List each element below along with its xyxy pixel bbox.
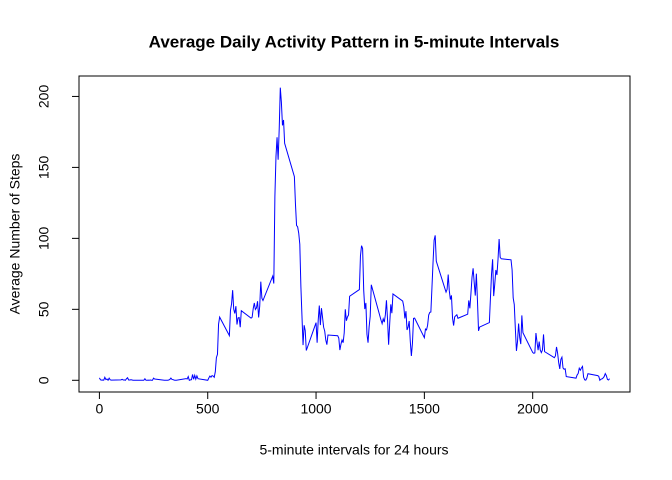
x-axis-label: 5-minute intervals for 24 hours	[259, 442, 448, 458]
x-tick-label: 1000	[300, 401, 331, 417]
x-tick-label: 1500	[409, 401, 440, 417]
x-tick-label: 0	[96, 401, 104, 417]
x-tick-label: 2000	[517, 401, 548, 417]
y-tick-label: 150	[36, 156, 52, 180]
y-tick-label: 100	[36, 226, 52, 250]
y-tick-label: 200	[36, 85, 52, 109]
data-line	[98, 87, 610, 382]
plot-box	[78, 75, 631, 393]
chart-title: Average Daily Activity Pattern in 5-minu…	[149, 32, 560, 51]
y-tick-label: 0	[36, 376, 52, 384]
y-tick-label: 50	[36, 301, 52, 317]
y-axis-label: Average Number of Steps	[7, 154, 23, 315]
x-tick-label: 500	[196, 401, 220, 417]
